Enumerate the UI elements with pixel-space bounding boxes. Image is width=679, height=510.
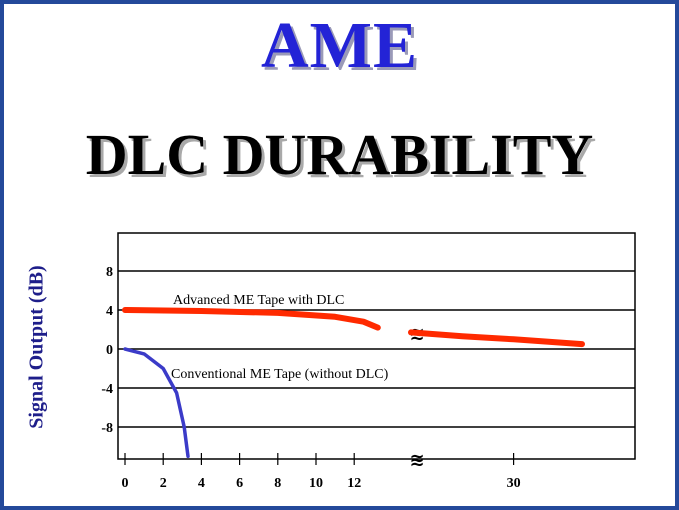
series-label-conventional: Conventional ME Tape (without DLC): [171, 367, 389, 382]
plot-area: [117, 232, 636, 460]
x-tick-label: 0: [122, 476, 129, 491]
series-line-dlc: [408, 329, 585, 348]
series-line-dlc: [122, 307, 381, 331]
series-label-dlc: Advanced ME Tape with DLC: [173, 293, 344, 308]
axis-break-mark: ≋: [409, 450, 424, 471]
series-labels: Advanced ME Tape with DLC Conventional ME…: [171, 293, 389, 382]
y-axis-label: Signal Output (dB): [25, 265, 48, 429]
series-lines: [122, 307, 585, 459]
x-tick-label: 8: [274, 476, 281, 491]
y-tick-label: 8: [106, 265, 113, 280]
x-tick-label: 30: [507, 476, 521, 491]
x-tick-label: 6: [236, 476, 243, 491]
series-line-conventional: [123, 347, 190, 459]
y-tick-label: -8: [101, 421, 113, 436]
x-tick-label: 4: [198, 476, 205, 491]
x-tick-label: 2: [160, 476, 167, 491]
tick-labels: 840-4-80 2 4 6 8 10 12 30≋≋: [101, 265, 520, 491]
y-tick-label: 0: [106, 343, 113, 358]
x-tick-label: 10: [309, 476, 323, 491]
y-tick-label: -4: [101, 382, 113, 397]
slide-subtitle: DLC DURABILITY: [85, 122, 594, 187]
y-tick-label: 4: [106, 304, 113, 319]
x-tick-label: 12: [347, 476, 361, 491]
slide-title: AME: [261, 9, 418, 82]
grid-lines: [118, 270, 635, 428]
